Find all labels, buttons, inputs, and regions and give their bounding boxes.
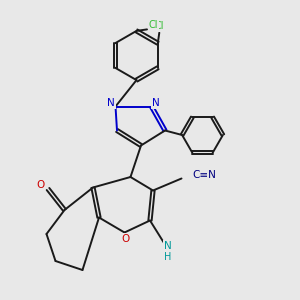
Text: N: N [107, 98, 115, 108]
Text: O: O [36, 180, 45, 190]
Text: Cl: Cl [149, 20, 158, 30]
Text: C≡N: C≡N [192, 170, 216, 181]
Text: N: N [164, 241, 171, 251]
Text: H: H [164, 252, 171, 262]
Text: Cl: Cl [154, 21, 164, 31]
Text: O: O [122, 234, 130, 244]
Text: N: N [152, 98, 160, 108]
